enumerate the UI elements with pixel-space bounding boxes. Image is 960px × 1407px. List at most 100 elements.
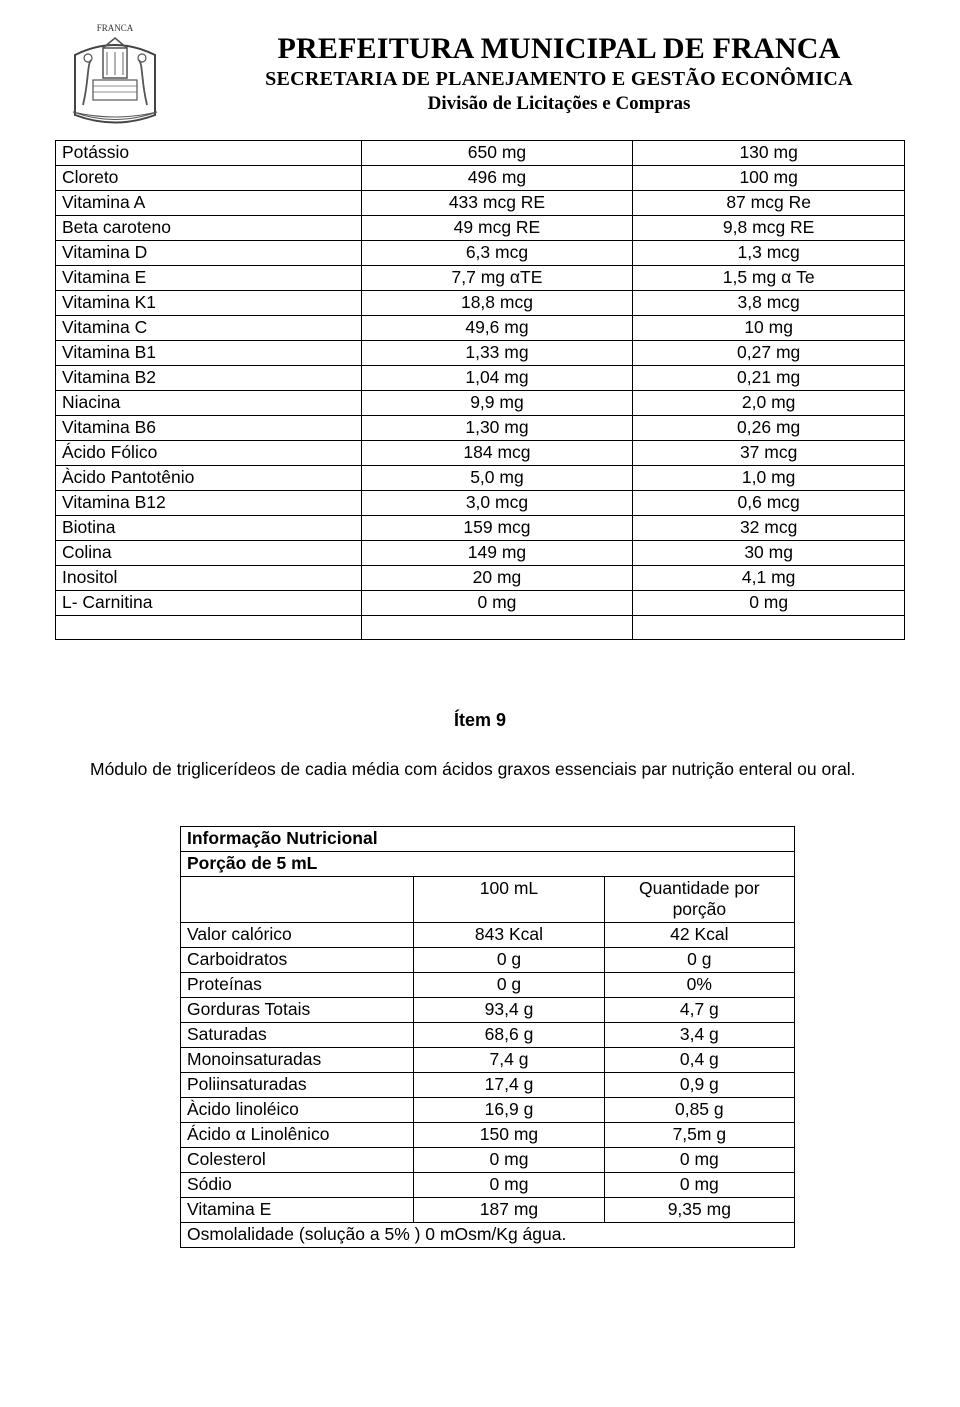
table-cell bbox=[56, 616, 362, 640]
table-cell: 10 mg bbox=[633, 316, 905, 341]
table-cell: 87 mcg Re bbox=[633, 191, 905, 216]
table-cell: 49 mcg RE bbox=[361, 216, 633, 241]
table-cell: 7,7 mg αTE bbox=[361, 266, 633, 291]
table-cell: 17,4 g bbox=[414, 1072, 604, 1097]
table-row: Àcido linoléico16,9 g 0,85 g bbox=[181, 1097, 795, 1122]
table-cell: 149 mg bbox=[361, 541, 633, 566]
table-row: Sódio0 mg0 mg bbox=[181, 1172, 795, 1197]
table-cell: Vitamina B2 bbox=[56, 366, 362, 391]
table-cell: 6,3 mcg bbox=[361, 241, 633, 266]
table-row: Proteínas0 g0% bbox=[181, 972, 795, 997]
table-cell: 0 mg bbox=[414, 1147, 604, 1172]
table-cell: Àcido Pantotênio bbox=[56, 466, 362, 491]
table2-title: Informação Nutricional bbox=[181, 826, 795, 851]
table-cell: 9,8 mcg RE bbox=[633, 216, 905, 241]
table-row bbox=[56, 616, 905, 640]
table-cell: 1,33 mg bbox=[361, 341, 633, 366]
table-cell: 5,0 mg bbox=[361, 466, 633, 491]
table-cell: Beta caroteno bbox=[56, 216, 362, 241]
table-cell: 0,26 mg bbox=[633, 416, 905, 441]
table-row: Inositol20 mg4,1 mg bbox=[56, 566, 905, 591]
table-cell: Gorduras Totais bbox=[181, 997, 414, 1022]
table-cell: 100 mg bbox=[633, 166, 905, 191]
table-cell: Sódio bbox=[181, 1172, 414, 1197]
table-cell: 0 g bbox=[604, 947, 794, 972]
table-row: Ácido α Linolênico 150 mg7,5m g bbox=[181, 1122, 795, 1147]
table-cell: 150 mg bbox=[414, 1122, 604, 1147]
table-cell: Vitamina E bbox=[56, 266, 362, 291]
table-cell: 1,5 mg α Te bbox=[633, 266, 905, 291]
table-row: Vitamina C49,6 mg10 mg bbox=[56, 316, 905, 341]
table-cell: Vitamina A bbox=[56, 191, 362, 216]
table-cell: 130 mg bbox=[633, 141, 905, 166]
table-cell: 0 mg bbox=[604, 1147, 794, 1172]
table-row: Vitamina B123,0 mcg0,6 mcg bbox=[56, 491, 905, 516]
svg-text:FRANCA: FRANCA bbox=[97, 23, 134, 33]
table-cell: 68,6 g bbox=[414, 1022, 604, 1047]
table-cell: L- Carnitina bbox=[56, 591, 362, 616]
table-row: Biotina159 mcg32 mcg bbox=[56, 516, 905, 541]
table-cell: Valor calórico bbox=[181, 922, 414, 947]
table-cell: 433 mcg RE bbox=[361, 191, 633, 216]
table-row: Cloreto496 mg100 mg bbox=[56, 166, 905, 191]
table2-col1-blank bbox=[181, 876, 414, 922]
nutrition-table-2: Informação Nutricional Porção de 5 mL 10… bbox=[180, 826, 795, 1248]
table2-col2-header: 100 mL bbox=[414, 876, 604, 922]
header-title: PREFEITURA MUNICIPAL DE FRANCA bbox=[213, 32, 905, 66]
table-row: Vitamina B61,30 mg0,26 mg bbox=[56, 416, 905, 441]
table-cell: 1,3 mcg bbox=[633, 241, 905, 266]
table-cell: Vitamina E bbox=[181, 1197, 414, 1222]
table-cell: Ácido α Linolênico bbox=[181, 1122, 414, 1147]
table-cell: 3,4 g bbox=[604, 1022, 794, 1047]
table-row: Vitamina A433 mcg RE87 mcg Re bbox=[56, 191, 905, 216]
table-cell: 184 mcg bbox=[361, 441, 633, 466]
table-cell: 159 mcg bbox=[361, 516, 633, 541]
table-cell: 18,8 mcg bbox=[361, 291, 633, 316]
nutrition-table-1: Potássio650 mg130 mgCloreto496 mg100 mgV… bbox=[55, 140, 905, 640]
table-row: Colina149 mg30 mg bbox=[56, 541, 905, 566]
table-cell: Vitamina B12 bbox=[56, 491, 362, 516]
table-cell: 0,6 mcg bbox=[633, 491, 905, 516]
table-cell: Vitamina C bbox=[56, 316, 362, 341]
item-heading: Ítem 9 bbox=[55, 710, 905, 731]
table-cell: 3,0 mcg bbox=[361, 491, 633, 516]
city-seal-icon: FRANCA bbox=[55, 20, 175, 130]
table-row: Monoinsaturadas7,4 g0,4 g bbox=[181, 1047, 795, 1072]
table-row: Vitamina B21,04 mg0,21 mg bbox=[56, 366, 905, 391]
table-cell: 0,27 mg bbox=[633, 341, 905, 366]
table-row: Saturadas68,6 g3,4 g bbox=[181, 1022, 795, 1047]
table-cell: 0,9 g bbox=[604, 1072, 794, 1097]
table-row: Beta caroteno49 mcg RE9,8 mcg RE bbox=[56, 216, 905, 241]
table-row: Àcido Pantotênio5,0 mg1,0 mg bbox=[56, 466, 905, 491]
table-row: Vitamina E187 mg9,35 mg bbox=[181, 1197, 795, 1222]
table-cell: 9,9 mg bbox=[361, 391, 633, 416]
table-cell: Àcido linoléico bbox=[181, 1097, 414, 1122]
table-cell: 0% bbox=[604, 972, 794, 997]
table-cell: 0 g bbox=[414, 972, 604, 997]
table-cell bbox=[361, 616, 633, 640]
table-cell: Potássio bbox=[56, 141, 362, 166]
table-cell: 20 mg bbox=[361, 566, 633, 591]
table-row: Colesterol0 mg0 mg bbox=[181, 1147, 795, 1172]
table-row: Poliinsaturadas17,4 g0,9 g bbox=[181, 1072, 795, 1097]
table-cell: 7,5m g bbox=[604, 1122, 794, 1147]
table-cell: Proteínas bbox=[181, 972, 414, 997]
header-division: Divisão de Licitações e Compras bbox=[213, 93, 905, 115]
table-cell: 37 mcg bbox=[633, 441, 905, 466]
table-cell: 93,4 g bbox=[414, 997, 604, 1022]
table-cell: 0,85 g bbox=[604, 1097, 794, 1122]
table-row: Vitamina E7,7 mg αTE1,5 mg α Te bbox=[56, 266, 905, 291]
table-cell: Monoinsaturadas bbox=[181, 1047, 414, 1072]
table-cell: 0,4 g bbox=[604, 1047, 794, 1072]
table-cell: 0 mg bbox=[361, 591, 633, 616]
table-cell: Cloreto bbox=[56, 166, 362, 191]
table-cell: 843 Kcal bbox=[414, 922, 604, 947]
table-cell: 1,04 mg bbox=[361, 366, 633, 391]
table-cell: Vitamina K1 bbox=[56, 291, 362, 316]
table-row: Potássio650 mg130 mg bbox=[56, 141, 905, 166]
header-subtitle: SECRETARIA DE PLANEJAMENTO E GESTÃO ECON… bbox=[213, 68, 905, 91]
table-cell: Colesterol bbox=[181, 1147, 414, 1172]
header-text-block: PREFEITURA MUNICIPAL DE FRANCA SECRETARI… bbox=[213, 20, 905, 115]
table2-osmo: Osmolalidade (solução a 5% ) 0 mOsm/Kg á… bbox=[181, 1222, 795, 1247]
table-cell: Inositol bbox=[56, 566, 362, 591]
